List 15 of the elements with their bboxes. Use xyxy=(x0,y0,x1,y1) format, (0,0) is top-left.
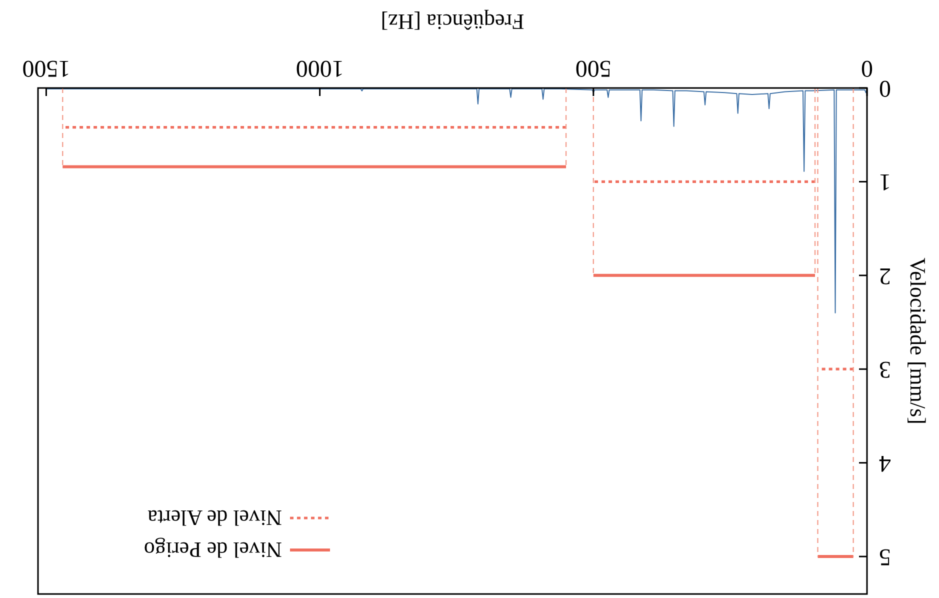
y-tick-label: 0 xyxy=(879,75,891,101)
x-tick-label: 0 xyxy=(861,55,873,81)
line-series xyxy=(46,88,868,314)
y-tick-label: 3 xyxy=(879,356,891,382)
y-axis-title: Velocidade [mm/s] xyxy=(906,258,930,424)
y-tick-label: 4 xyxy=(879,450,891,476)
legend-label: Nivel de Alerta xyxy=(147,506,282,530)
x-tick-label: 1000 xyxy=(296,55,344,81)
y-tick-label: 1 xyxy=(879,168,891,195)
x-tick-label: 1500 xyxy=(22,55,70,81)
legend-label: Nivel de Perigo xyxy=(144,538,282,562)
x-axis-title: Freqüência [Hz] xyxy=(380,10,524,34)
y-tick-label: 5 xyxy=(879,544,891,570)
x-tick-label: 500 xyxy=(575,55,612,81)
y-tick-label: 2 xyxy=(879,262,891,288)
